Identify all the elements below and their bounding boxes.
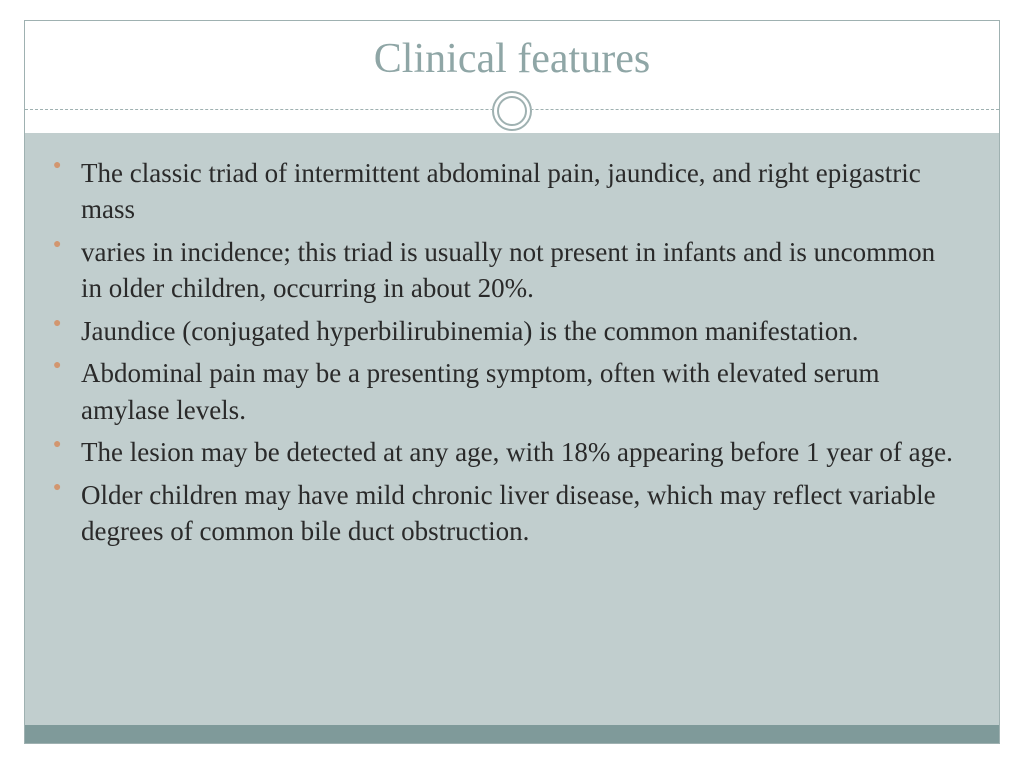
slide: Clinical features The classic triad of i… <box>0 0 1024 768</box>
header-area: Clinical features <box>25 21 999 133</box>
bullet-list: The classic triad of intermittent abdomi… <box>81 155 959 549</box>
footer-accent-bar <box>25 725 999 743</box>
list-item: The classic triad of intermittent abdomi… <box>81 155 959 228</box>
slide-frame: Clinical features The classic triad of i… <box>24 20 1000 744</box>
slide-title: Clinical features <box>25 35 999 83</box>
list-item: Jaundice (conjugated hyperbilirubinemia)… <box>81 313 959 349</box>
list-item: Older children may have mild chronic liv… <box>81 477 959 550</box>
divider <box>25 89 999 133</box>
list-item: Abdominal pain may be a presenting sympt… <box>81 355 959 428</box>
list-item: The lesion may be detected at any age, w… <box>81 434 959 470</box>
circle-ornament-icon <box>492 91 532 131</box>
body-area: The classic triad of intermittent abdomi… <box>25 133 999 725</box>
list-item: varies in incidence; this triad is usual… <box>81 234 959 307</box>
